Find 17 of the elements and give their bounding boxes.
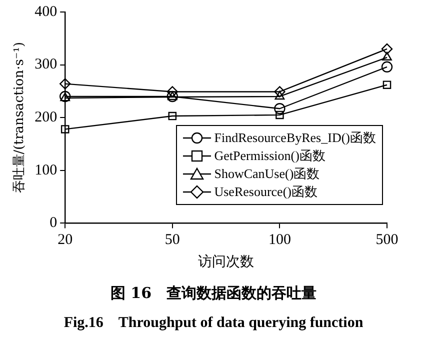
legend-label: FindResourceByRes_ID()函数 [214, 129, 376, 148]
y-tick-label: 100 [34, 162, 58, 178]
x-tick-label: 100 [268, 232, 291, 248]
y-tick-label: 0 [50, 215, 58, 232]
x-tick-label: 500 [376, 232, 398, 248]
y-axis-title: 吞吐量/(transaction·s⁻¹) [12, 42, 28, 194]
y-tick-label: 300 [34, 56, 58, 73]
x-axis-title: 访问次数 [198, 254, 254, 270]
legend-label: ShowCanUse()函数 [214, 165, 320, 184]
y-tick-label: 400 [34, 4, 58, 20]
y-tick-label: 200 [34, 110, 58, 126]
x-tick-label: 20 [58, 232, 73, 248]
legend-label: UseResource()函数 [214, 183, 318, 202]
x-tick-label: 50 [164, 232, 180, 248]
legend-label: GetPermission()函数 [214, 147, 326, 166]
text: Fig.16 Throughput of data querying function [62, 314, 364, 332]
text: 图 16 查询数据函数的吞吐量 [109, 284, 318, 303]
